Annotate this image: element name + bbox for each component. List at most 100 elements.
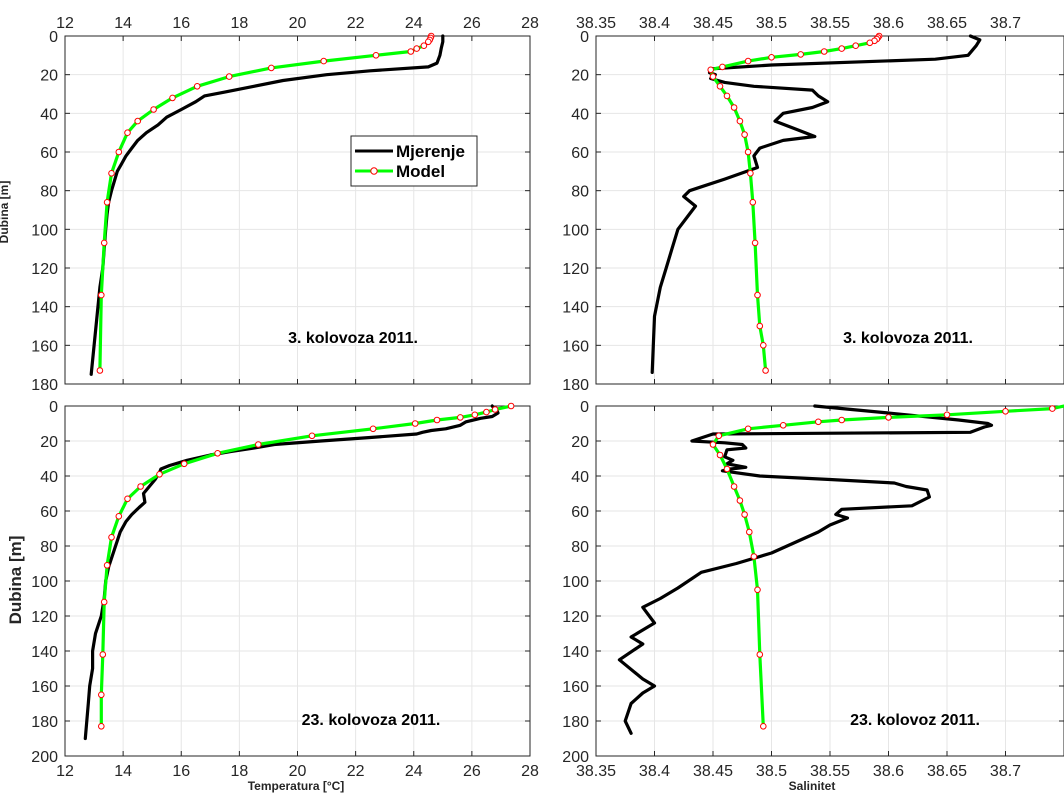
axis-ticks: 12 14 16 18 20 22 24 26 28 0 20 40 60 80 100 120 140 160 1…: [31, 399, 539, 780]
x-tick-label: 38.4: [639, 15, 670, 32]
model-point: [754, 586, 761, 594]
y-tick-label: 140: [31, 644, 58, 661]
model-point: [768, 54, 775, 61]
model-point: [99, 651, 107, 658]
y-tick-label: 40: [571, 469, 589, 486]
legend: Mjerenje Model: [350, 135, 478, 187]
y-tick-label: 20: [571, 68, 589, 85]
model-point: [709, 441, 717, 448]
axis-ticks: 12 14 16 18 20 22 24 26 28 0 20 40 60 80 100 120 140 160 1…: [31, 15, 539, 394]
x-tick-label: 24: [405, 763, 423, 780]
model-point: [736, 497, 744, 504]
y-tick-label: 140: [562, 644, 589, 661]
y-tick-label: 180: [562, 377, 589, 394]
legend-box: [350, 135, 478, 187]
y-tick-label: 140: [31, 300, 58, 317]
y-tick-label: 100: [562, 222, 589, 239]
legend-label-model: Model: [396, 162, 445, 181]
measurement-line: [617, 404, 994, 735]
y-tick-label: 0: [580, 399, 589, 416]
model-point: [756, 322, 764, 330]
y-tick-label: 120: [562, 261, 589, 278]
x-tick-label: 22: [347, 763, 365, 780]
date-annotation: 23. kolovoza 2011.: [302, 712, 441, 729]
legend-marker-model: [370, 167, 378, 175]
model-point: [716, 451, 724, 459]
x-tick-label: 38.4: [639, 763, 670, 780]
model-point: [411, 420, 419, 427]
model-point: [762, 367, 769, 374]
model-point: [943, 411, 951, 419]
model-point: [730, 104, 738, 111]
model-point: [730, 483, 738, 490]
y-tick-label: 100: [31, 222, 58, 239]
date-annotation: 23. kolovoz 2011.: [850, 712, 980, 729]
x-axis-label: Salinitet: [789, 779, 836, 793]
model-point: [746, 528, 753, 536]
y-tick-label: 160: [562, 338, 589, 355]
model-point: [852, 42, 860, 50]
y-tick-label: 0: [580, 29, 589, 46]
x-tick-label: 38.45: [693, 763, 733, 780]
x-tick-label: 20: [289, 15, 307, 32]
y-tick-label: 0: [49, 29, 58, 46]
model-point: [115, 513, 123, 520]
date-annotation: 3. kolovoza 2011.: [288, 330, 418, 347]
model-point: [320, 57, 328, 65]
panel-temperature-top: 12 14 16 18 20 22 24 26 28 0 20 40 60 80 100 120 140 160 1…: [0, 15, 539, 394]
model-point: [308, 432, 316, 440]
model-point: [156, 471, 163, 478]
model-point: [108, 170, 115, 177]
model-point: [100, 239, 108, 247]
panel-salinity-bottom: 38.35 38.4 38.45 38.5 38.55 38.6 38.65 38.7 0 20 4…: [562, 399, 1064, 793]
x-tick-label: 38.5: [756, 763, 787, 780]
y-tick-label: 60: [40, 145, 58, 162]
model-point: [1049, 405, 1056, 412]
model-point: [736, 117, 744, 125]
model-point: [709, 73, 717, 80]
y-axis-label: Dubina [m]: [0, 181, 11, 244]
model-point: [169, 94, 176, 102]
model-point: [457, 414, 464, 421]
x-tick-label: 28: [521, 15, 539, 32]
model-point: [719, 63, 726, 71]
model-point: [268, 64, 275, 72]
model-point: [751, 239, 759, 247]
model-point: [108, 534, 115, 541]
model-point: [1002, 408, 1009, 415]
y-tick-label: 160: [31, 338, 58, 355]
y-tick-label: 180: [562, 714, 589, 731]
y-tick-label: 120: [562, 609, 589, 626]
y-tick-label: 160: [31, 679, 58, 696]
model-point: [715, 432, 723, 440]
model-point: [372, 52, 380, 59]
y-tick-label: 80: [40, 539, 58, 556]
panel-salinity-top: 38.35 38.4 38.45 38.5 38.55 38.6 38.65 38.7 0 20 4…: [562, 15, 1064, 394]
x-tick-label: 26: [463, 15, 481, 32]
y-tick-label: 100: [31, 574, 58, 591]
model-point: [98, 291, 105, 299]
model-point: [103, 199, 111, 206]
x-tick-label: 12: [56, 763, 74, 780]
model-point: [100, 598, 108, 606]
x-tick-label: 20: [289, 763, 307, 780]
model-point: [820, 48, 828, 55]
model-point: [741, 131, 748, 138]
y-tick-label: 40: [571, 106, 589, 123]
x-tick-label: 38.35: [576, 763, 616, 780]
x-tick-label: 38.45: [693, 15, 733, 32]
x-tick-label: 14: [114, 763, 132, 780]
model-point: [193, 83, 201, 90]
y-tick-label: 20: [40, 434, 58, 451]
model-point: [180, 460, 188, 468]
model-point: [124, 495, 131, 503]
x-tick-label: 28: [521, 763, 539, 780]
x-tick-label: 16: [172, 15, 190, 32]
y-tick-label: 140: [562, 300, 589, 317]
y-tick-label: 80: [571, 539, 589, 556]
x-tick-label: 38.7: [990, 15, 1021, 32]
y-tick-label: 120: [31, 609, 58, 626]
model-point: [760, 342, 767, 349]
model-point: [98, 723, 105, 730]
model-point: [756, 651, 764, 658]
